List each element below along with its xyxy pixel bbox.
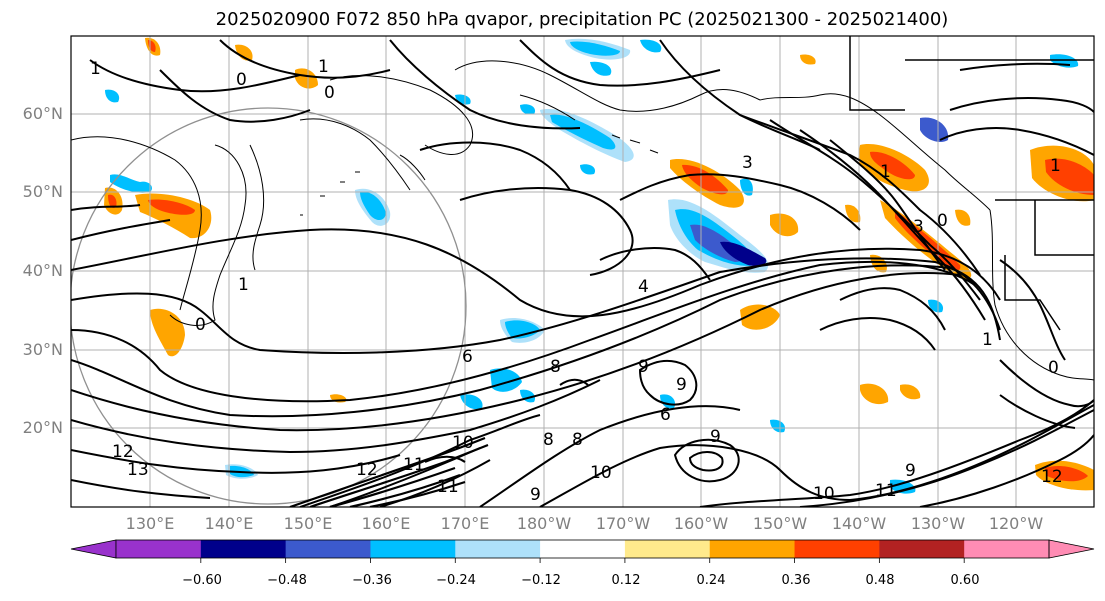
contour-label: 6 bbox=[462, 347, 473, 367]
colorbar-extend-high bbox=[1048, 539, 1095, 559]
contour-label: 0 bbox=[324, 83, 335, 103]
contour-label: 12 bbox=[1041, 467, 1063, 487]
lon-label: 160°W bbox=[673, 514, 729, 533]
colorbar-tick-label: −0.48 bbox=[267, 573, 307, 588]
contour-label: 10 bbox=[813, 484, 835, 504]
colorbar-segment bbox=[879, 540, 965, 558]
colorbar-segment bbox=[794, 540, 880, 558]
colorbar-ticks bbox=[200, 558, 965, 563]
lon-label: 140°W bbox=[831, 514, 887, 533]
colorbar-tick-label: 0.36 bbox=[781, 573, 811, 588]
contour-label: 8 bbox=[572, 430, 583, 450]
lon-label: 130°W bbox=[910, 514, 966, 533]
contour-label: 1 bbox=[238, 275, 249, 295]
colorbar-segment bbox=[964, 540, 1050, 558]
colorbar-tick-label: −0.24 bbox=[436, 573, 476, 588]
qvapor-contours bbox=[71, 39, 1094, 507]
contour-label: 1 bbox=[1050, 156, 1061, 176]
range-circle bbox=[71, 107, 467, 505]
colorbar-tick-label: 0.24 bbox=[696, 573, 726, 588]
map-frame bbox=[70, 35, 1095, 508]
colorbar-tick-label: −0.12 bbox=[521, 573, 561, 588]
contour-label: 8 bbox=[543, 430, 554, 450]
lat-label: 60°N bbox=[22, 104, 63, 123]
colorbar-segment bbox=[200, 540, 287, 558]
lon-label: 140°E bbox=[204, 514, 254, 533]
colorbar-segments bbox=[116, 540, 1050, 558]
map-plot-area: 1 0 0 1 3 3 1 0 1 0 4 6 8 9 9 8 8 9 10 1… bbox=[71, 36, 1094, 507]
contour-label: 3 bbox=[913, 217, 924, 237]
precipitation-shading bbox=[104, 37, 1094, 494]
graticule-grid bbox=[71, 36, 1094, 507]
colorbar bbox=[70, 539, 1095, 563]
colorbar-segment bbox=[624, 540, 711, 558]
colorbar-segment bbox=[370, 540, 456, 558]
colorbar-segment bbox=[709, 540, 796, 558]
lon-label: 120°W bbox=[988, 514, 1044, 533]
lon-label: 170°E bbox=[440, 514, 490, 533]
contour-label: 4 bbox=[638, 277, 649, 297]
contour-label: 1 bbox=[982, 330, 993, 350]
colorbar-tick-label: −0.36 bbox=[352, 573, 392, 588]
colorbar-tick-label: 0.60 bbox=[950, 573, 980, 588]
lon-label: 150°W bbox=[752, 514, 808, 533]
contour-label: 11 bbox=[403, 455, 425, 475]
colorbar-tick-label: 0.48 bbox=[865, 573, 895, 588]
contour-label: 11 bbox=[437, 477, 459, 497]
contour-label: 10 bbox=[590, 463, 612, 483]
lat-label: 50°N bbox=[22, 182, 63, 201]
jet-contours bbox=[289, 436, 489, 507]
colorbar-segment bbox=[116, 540, 202, 558]
colorbar-segment bbox=[540, 540, 626, 558]
contour-label: 9 bbox=[638, 357, 649, 377]
colorbar-frame bbox=[115, 539, 1050, 559]
colorbar-tick-label: −0.60 bbox=[182, 573, 222, 588]
lon-label: 130°E bbox=[125, 514, 175, 533]
contour-label: 9 bbox=[530, 485, 541, 505]
map-title: 2025020900 F072 850 hPa qvapor, precipit… bbox=[215, 9, 949, 30]
lon-label: 170°W bbox=[595, 514, 651, 533]
contour-label: 3 bbox=[742, 153, 753, 173]
contour-label: 8 bbox=[550, 357, 561, 377]
contour-label: 0 bbox=[236, 70, 247, 90]
contour-label: 9 bbox=[710, 427, 721, 447]
contour-label: 6 bbox=[660, 405, 671, 425]
contour-labels: 1 0 0 1 3 3 1 0 1 0 4 6 8 9 9 8 8 9 10 1… bbox=[90, 57, 1063, 505]
lat-label: 40°N bbox=[22, 261, 63, 280]
contour-label: 10 bbox=[452, 433, 474, 453]
contour-label: 12 bbox=[356, 460, 378, 480]
contour-label: 1 bbox=[880, 162, 891, 182]
contour-label: 13 bbox=[127, 460, 149, 480]
coastlines bbox=[71, 60, 1094, 381]
lon-label: 160°E bbox=[361, 514, 411, 533]
contour-label: 1 bbox=[318, 57, 329, 77]
contour-label: 1 bbox=[90, 59, 101, 79]
colorbar-segment bbox=[285, 540, 371, 558]
contour-label: 12 bbox=[112, 442, 134, 462]
lon-label: 150°E bbox=[283, 514, 333, 533]
colorbar-segment bbox=[455, 540, 541, 558]
contour-label: 0 bbox=[195, 315, 206, 335]
colorbar-tick-label: 0.12 bbox=[611, 573, 641, 588]
contour-label: 0 bbox=[1048, 358, 1059, 378]
contour-label: 9 bbox=[905, 461, 916, 481]
contour-label: 9 bbox=[676, 375, 687, 395]
lon-label: 180°W bbox=[516, 514, 572, 533]
contour-label: 0 bbox=[937, 211, 948, 231]
state-borders bbox=[849, 36, 1094, 331]
lat-label: 20°N bbox=[22, 418, 63, 437]
lat-label: 30°N bbox=[22, 340, 63, 359]
contour-label: 11 bbox=[875, 481, 897, 501]
colorbar-extend-low bbox=[70, 539, 117, 559]
